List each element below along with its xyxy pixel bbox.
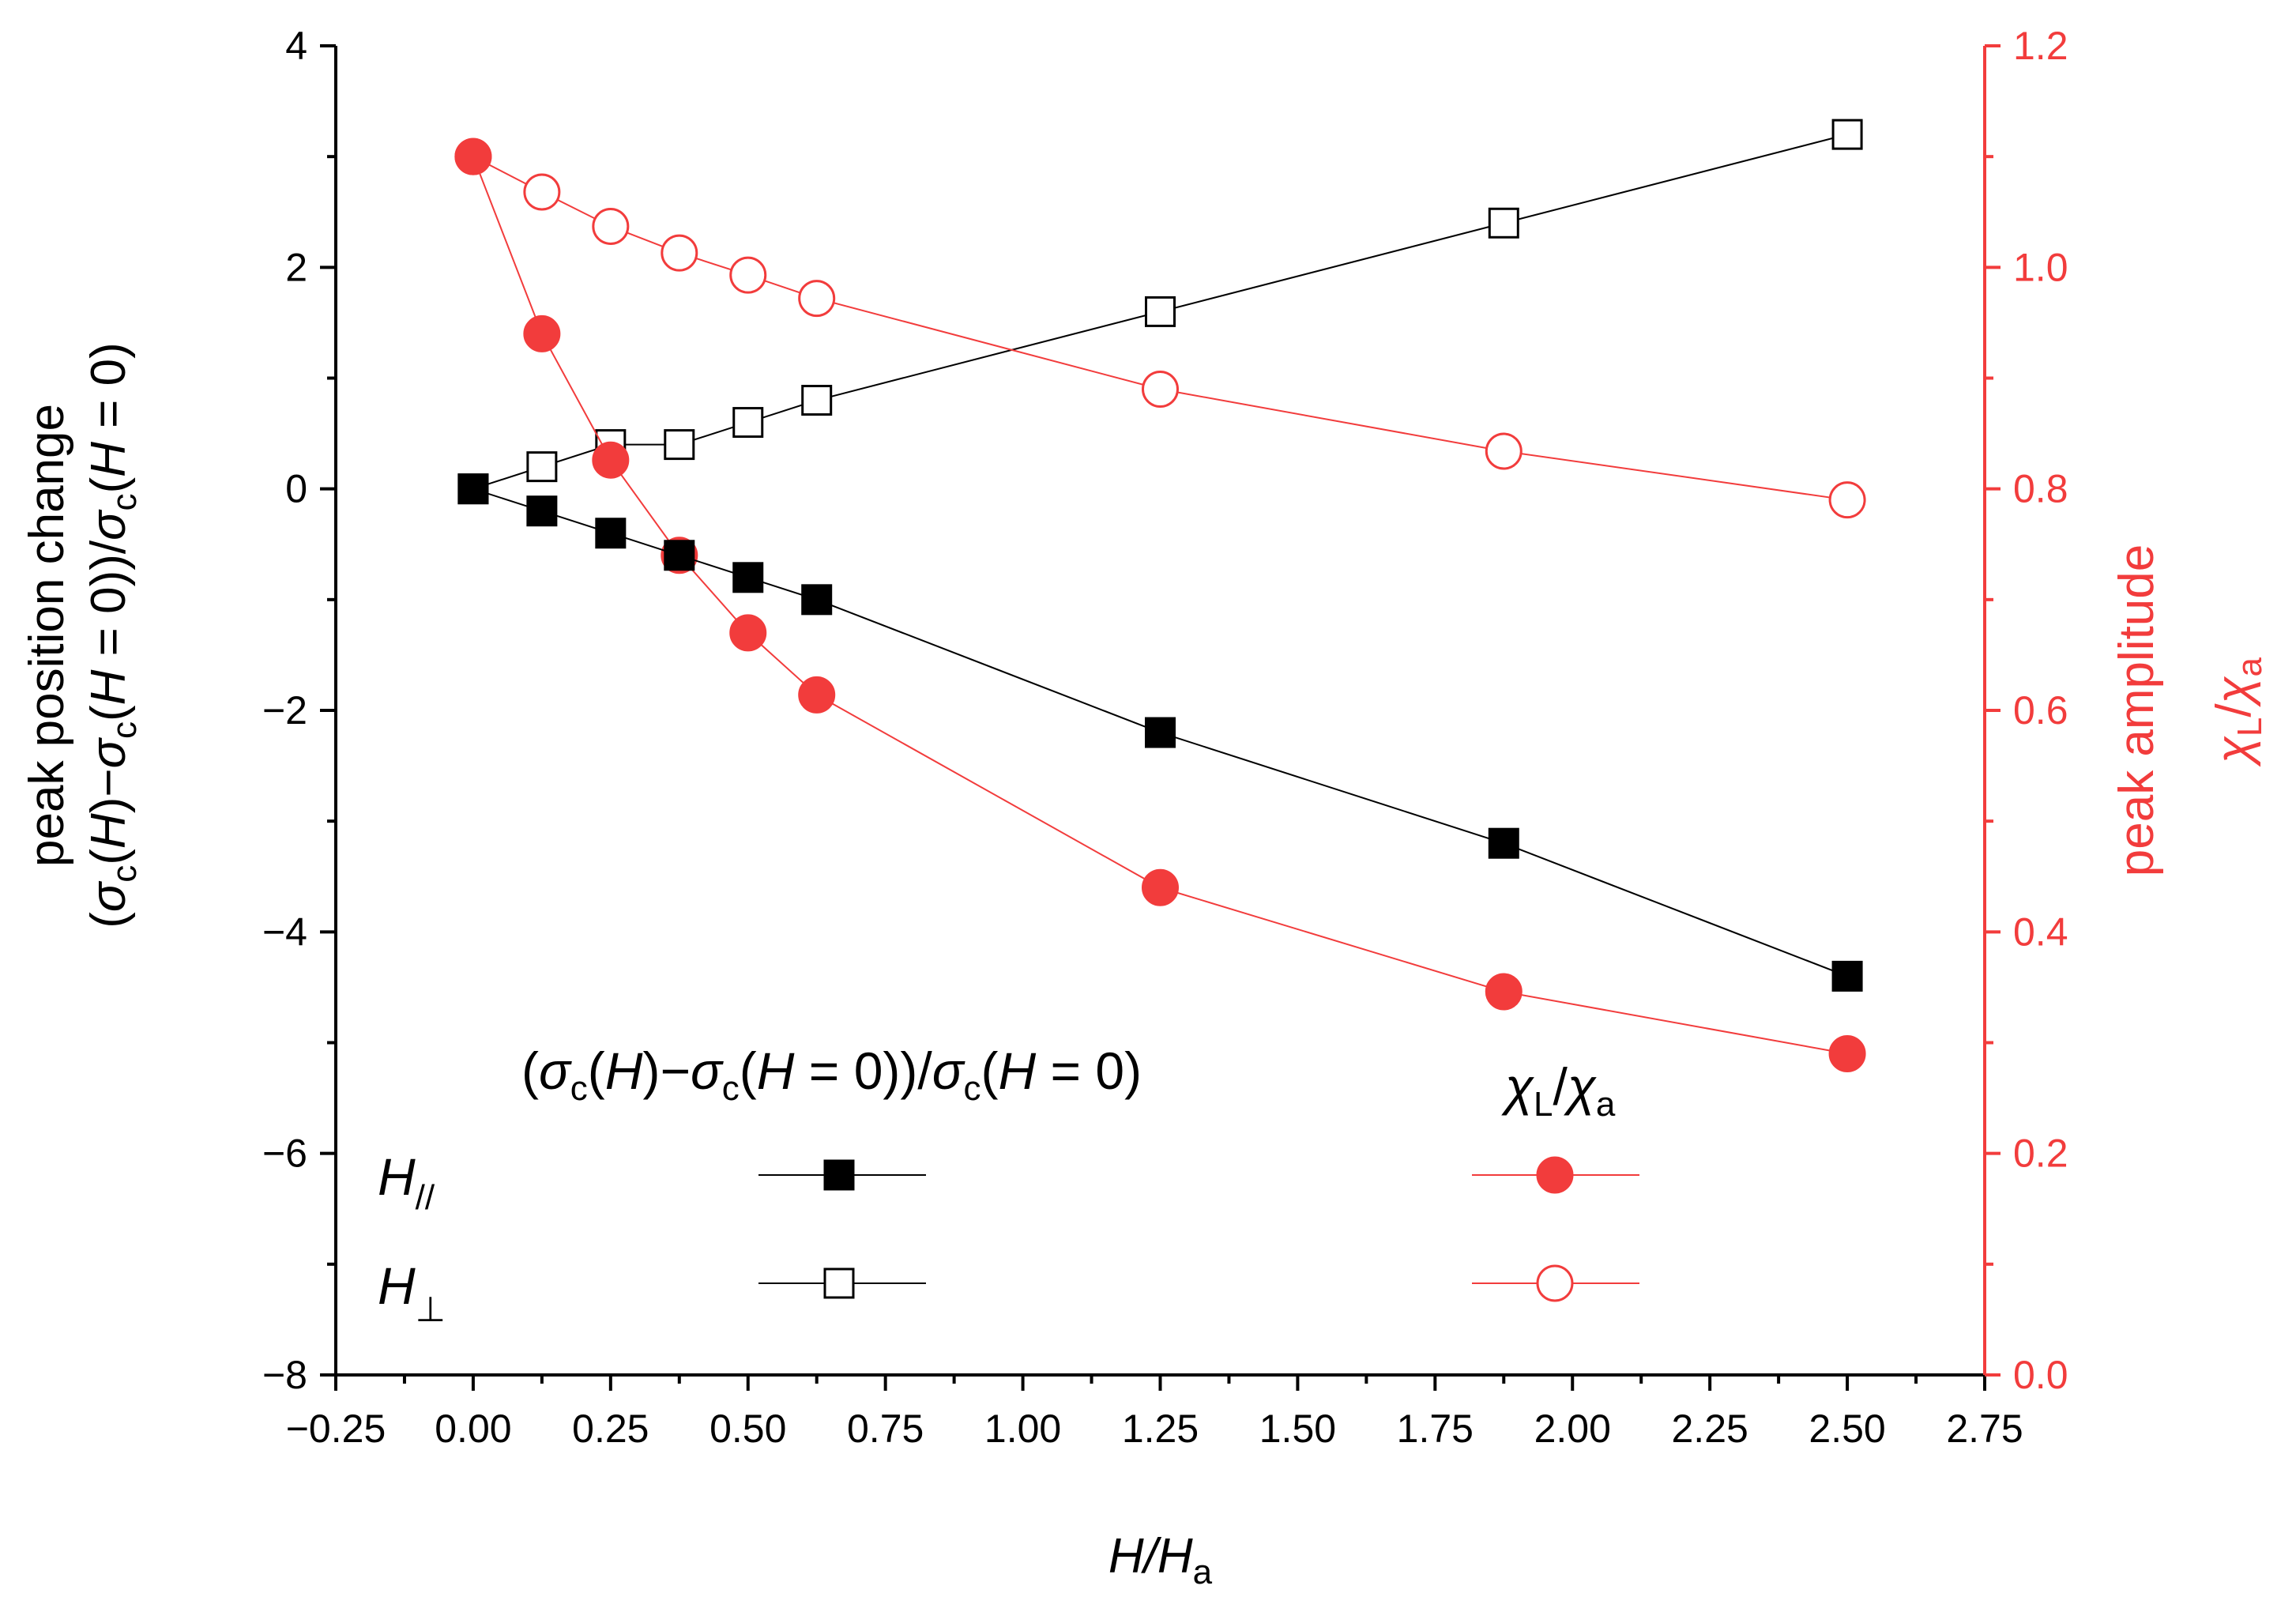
left-tick-label: −6: [262, 1132, 307, 1176]
series-open-circle: [454, 137, 1866, 519]
data-point: [454, 137, 492, 175]
data-point: [1488, 827, 1519, 859]
data-point: [592, 441, 630, 479]
x-tick-label: 0.50: [710, 1407, 786, 1451]
data-point: [664, 540, 695, 571]
x-axis-label: H/Ha: [1108, 1529, 1213, 1591]
data-point: [664, 429, 695, 461]
data-point: [592, 207, 630, 245]
left-axis-label-line1: peak position change: [20, 404, 74, 867]
data-point: [1145, 296, 1176, 327]
data-point: [523, 173, 561, 211]
series-line: [472, 156, 1848, 1055]
data-point: [1831, 960, 1863, 992]
series-layer: [454, 119, 1866, 1073]
data-point: [1488, 207, 1519, 239]
x-tick-label: 0.75: [847, 1407, 924, 1451]
data-point: [798, 676, 836, 714]
legend-marker: [823, 1159, 855, 1191]
data-point: [798, 280, 836, 318]
legend-row1-label: H//​: [378, 1147, 435, 1217]
x-tick-label: 2.50: [1809, 1407, 1885, 1451]
left-tick-label: 2: [285, 245, 307, 289]
data-point: [1142, 868, 1179, 906]
data-point: [732, 407, 764, 439]
x-tick-label: 1.00: [984, 1407, 1061, 1451]
legend-marker: [823, 1267, 855, 1299]
right-tick-label: 0.0: [2013, 1353, 2068, 1397]
series-filled-square: [457, 473, 1863, 992]
data-point: [526, 451, 558, 483]
right-tick-label: 0.4: [2013, 910, 2068, 954]
data-point: [729, 614, 767, 652]
axis-titles: peak position change (σc​(H)−σc​(H = 0))…: [20, 342, 2269, 928]
left-axis-label-line2: (σc​(H)−σc​(H = 0))/σc​(H = 0): [81, 342, 144, 928]
data-point: [801, 385, 833, 416]
series-filled-circle: [454, 137, 1866, 1073]
data-point: [661, 234, 698, 272]
axes-layer: −0.25 0.00 0.25 0.50 0.75 1.00 1.25 1.50 1.75 2.0…: [262, 24, 2068, 1591]
legend-col1-header: (σc​(H)−σc​(H = 0))/σc​(H = 0): [521, 1041, 1142, 1108]
right-tick-label: 0.6: [2013, 688, 2068, 733]
right-tick-label: 0.8: [2013, 467, 2068, 511]
data-point: [1485, 973, 1523, 1011]
x-tick-label: 2.25: [1672, 1407, 1748, 1451]
legend-col2-header: χL​/χa​: [1501, 1057, 1616, 1124]
x-tick-label: 2.75: [1946, 1407, 2023, 1451]
data-point: [1145, 717, 1176, 748]
data-point: [1485, 432, 1523, 470]
right-axis-label-line1: peak amplitude: [2110, 544, 2164, 877]
left-tick-label: −2: [262, 688, 307, 733]
x-tick-label: 2.00: [1534, 1407, 1611, 1451]
data-point: [729, 256, 767, 294]
x-tick-label: 0.00: [435, 1407, 511, 1451]
left-tick-label: 4: [285, 24, 307, 68]
left-tick-label: −8: [262, 1353, 307, 1397]
data-point: [1831, 119, 1863, 150]
right-tick-label: 1.0: [2013, 245, 2068, 289]
data-point: [1828, 481, 1866, 519]
data-point: [526, 495, 558, 527]
right-axis-label-line2: χL​/χa​: [2207, 657, 2269, 767]
left-tick-label: 0: [285, 467, 307, 511]
data-point: [801, 584, 833, 616]
right-tick-label: 1.2: [2013, 24, 2068, 68]
legend: (σc​(H)−σc​(H = 0))/σc​(H = 0) χL​/χa​ H…: [378, 1041, 1639, 1329]
x-tick-label: 1.25: [1122, 1407, 1199, 1451]
legend-row2-label: H⊥​: [378, 1256, 446, 1329]
data-point: [1828, 1035, 1866, 1073]
legend-marker: [1536, 1156, 1574, 1194]
data-point: [457, 473, 489, 505]
data-point: [732, 562, 764, 593]
data-point: [595, 518, 627, 549]
left-tick-label: −4: [262, 910, 307, 954]
legend-marker: [1536, 1264, 1574, 1302]
right-tick-label: 0.2: [2013, 1132, 2068, 1176]
x-tick-label: 1.75: [1397, 1407, 1474, 1451]
data-point: [523, 314, 561, 352]
x-tick-label: 1.50: [1259, 1407, 1336, 1451]
x-tick-label: −0.25: [286, 1407, 386, 1451]
series-open-square: [457, 119, 1863, 505]
x-tick-label: 0.25: [572, 1407, 649, 1451]
data-point: [1142, 371, 1179, 409]
